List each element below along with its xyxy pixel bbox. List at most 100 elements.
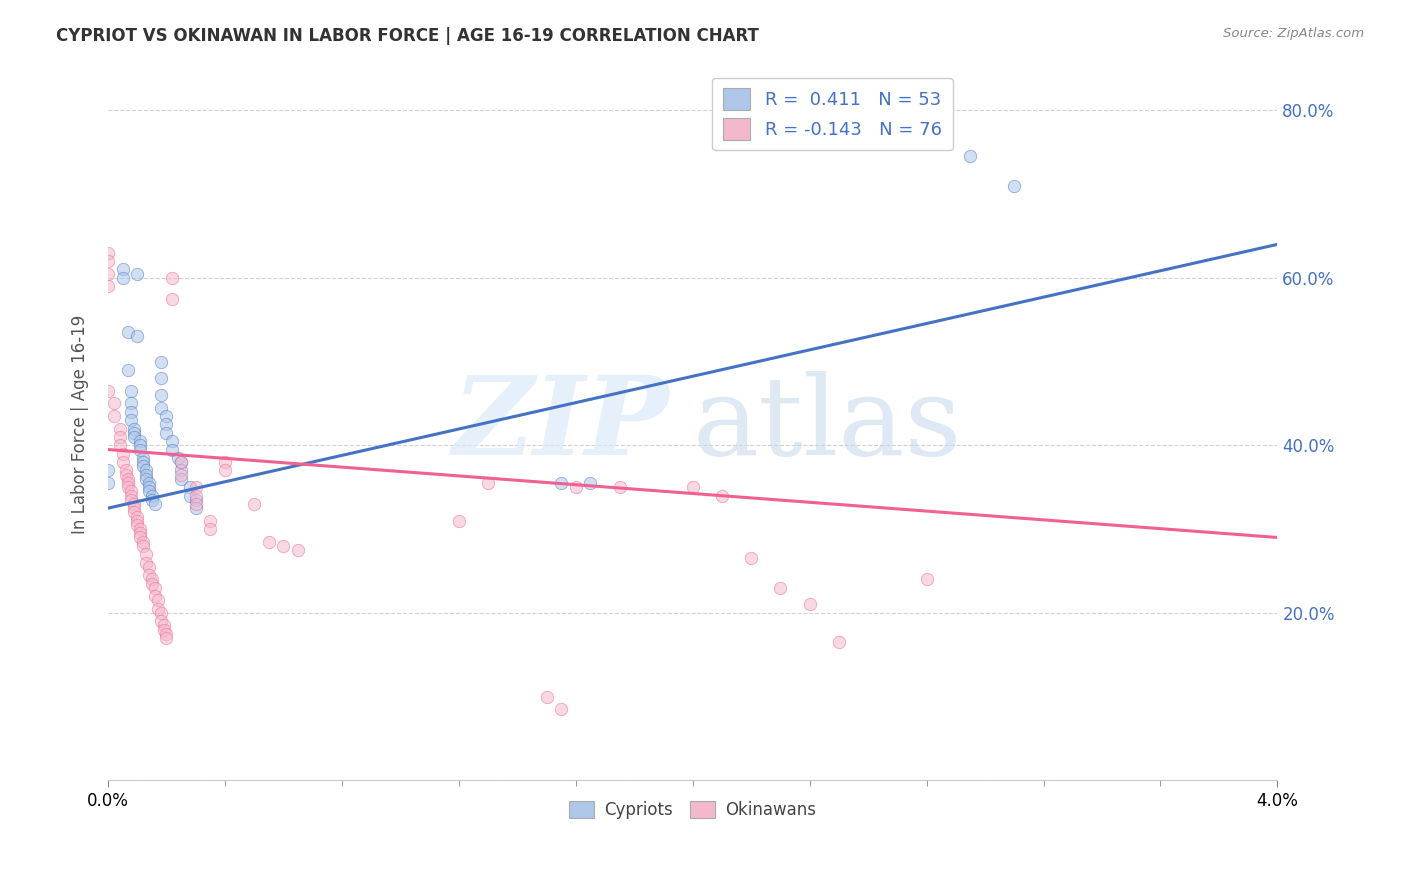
Point (162, 434, 184, 449)
Point (135, 556, 157, 570)
Point (138, 559, 160, 574)
Point (120, 396, 142, 410)
Point (111, 271, 134, 285)
Point (170, 463, 193, 477)
Point (1002, 178, 1025, 193)
Point (214, 463, 236, 477)
Point (184, 480, 207, 494)
Point (184, 501, 207, 516)
Point (170, 472, 193, 486)
Point (149, 401, 172, 415)
Point (129, 526, 152, 541)
Point (129, 438, 152, 452)
Point (103, 396, 125, 410)
Point (184, 497, 207, 511)
Point (184, 492, 207, 507)
Point (740, 551, 762, 566)
Point (124, 497, 146, 511)
Point (149, 614, 172, 628)
Point (146, 593, 169, 607)
Point (564, 480, 586, 494)
Point (132, 455, 155, 469)
Text: CYPRIOT VS OKINAWAN IN LABOR FORCE | AGE 16-19 CORRELATION CHART: CYPRIOT VS OKINAWAN IN LABOR FORCE | AGE… (56, 27, 759, 45)
Point (143, 589, 166, 603)
Point (97, 384, 120, 398)
Point (609, 480, 631, 494)
Point (146, 601, 169, 615)
Point (143, 581, 166, 595)
Point (162, 271, 184, 285)
Point (97, 245, 120, 260)
Point (141, 492, 163, 507)
Point (152, 623, 174, 637)
Point (132, 450, 155, 465)
Point (135, 463, 157, 477)
Point (138, 480, 160, 494)
Point (97, 267, 120, 281)
Point (120, 484, 142, 499)
Point (828, 635, 851, 649)
Point (682, 480, 704, 494)
Point (135, 472, 157, 486)
Point (111, 447, 134, 461)
Point (579, 476, 602, 491)
Point (129, 442, 152, 457)
Point (170, 467, 193, 482)
Point (132, 539, 155, 553)
Point (132, 534, 155, 549)
Point (127, 514, 149, 528)
Y-axis label: In Labor Force | Age 16-19: In Labor Force | Age 16-19 (72, 315, 89, 534)
Point (149, 388, 172, 402)
Text: atlas: atlas (693, 371, 962, 478)
Point (959, 149, 981, 163)
Point (120, 489, 142, 503)
Point (108, 421, 131, 435)
Point (124, 501, 146, 516)
Point (257, 534, 280, 549)
Point (114, 463, 136, 477)
Point (108, 430, 131, 444)
Point (127, 509, 149, 524)
Point (117, 326, 139, 340)
Point (129, 434, 152, 449)
Point (108, 438, 131, 452)
Point (132, 459, 155, 474)
Point (184, 489, 207, 503)
Point (162, 442, 184, 457)
Point (287, 543, 309, 558)
Point (138, 484, 160, 499)
Point (129, 531, 152, 545)
Point (155, 425, 177, 440)
Point (124, 425, 146, 440)
Point (550, 476, 572, 491)
Point (155, 626, 177, 640)
Point (769, 581, 792, 595)
Point (117, 472, 139, 486)
Point (162, 292, 184, 306)
Point (120, 405, 142, 419)
Point (111, 455, 134, 469)
Point (117, 476, 139, 491)
Point (127, 517, 149, 532)
Point (117, 363, 139, 377)
Point (167, 450, 190, 465)
Point (170, 455, 193, 469)
Point (149, 354, 172, 368)
Point (550, 702, 572, 716)
Point (152, 618, 174, 632)
Point (200, 522, 222, 536)
Point (536, 690, 558, 704)
Point (120, 384, 142, 398)
Point (214, 455, 236, 469)
Point (97, 254, 120, 268)
Point (120, 413, 142, 427)
Point (124, 421, 146, 435)
Point (138, 568, 160, 582)
Point (149, 606, 172, 620)
Point (273, 539, 295, 553)
Point (114, 467, 136, 482)
Point (710, 489, 733, 503)
Text: Source: ZipAtlas.com: Source: ZipAtlas.com (1223, 27, 1364, 40)
Point (155, 417, 177, 432)
Point (799, 598, 821, 612)
